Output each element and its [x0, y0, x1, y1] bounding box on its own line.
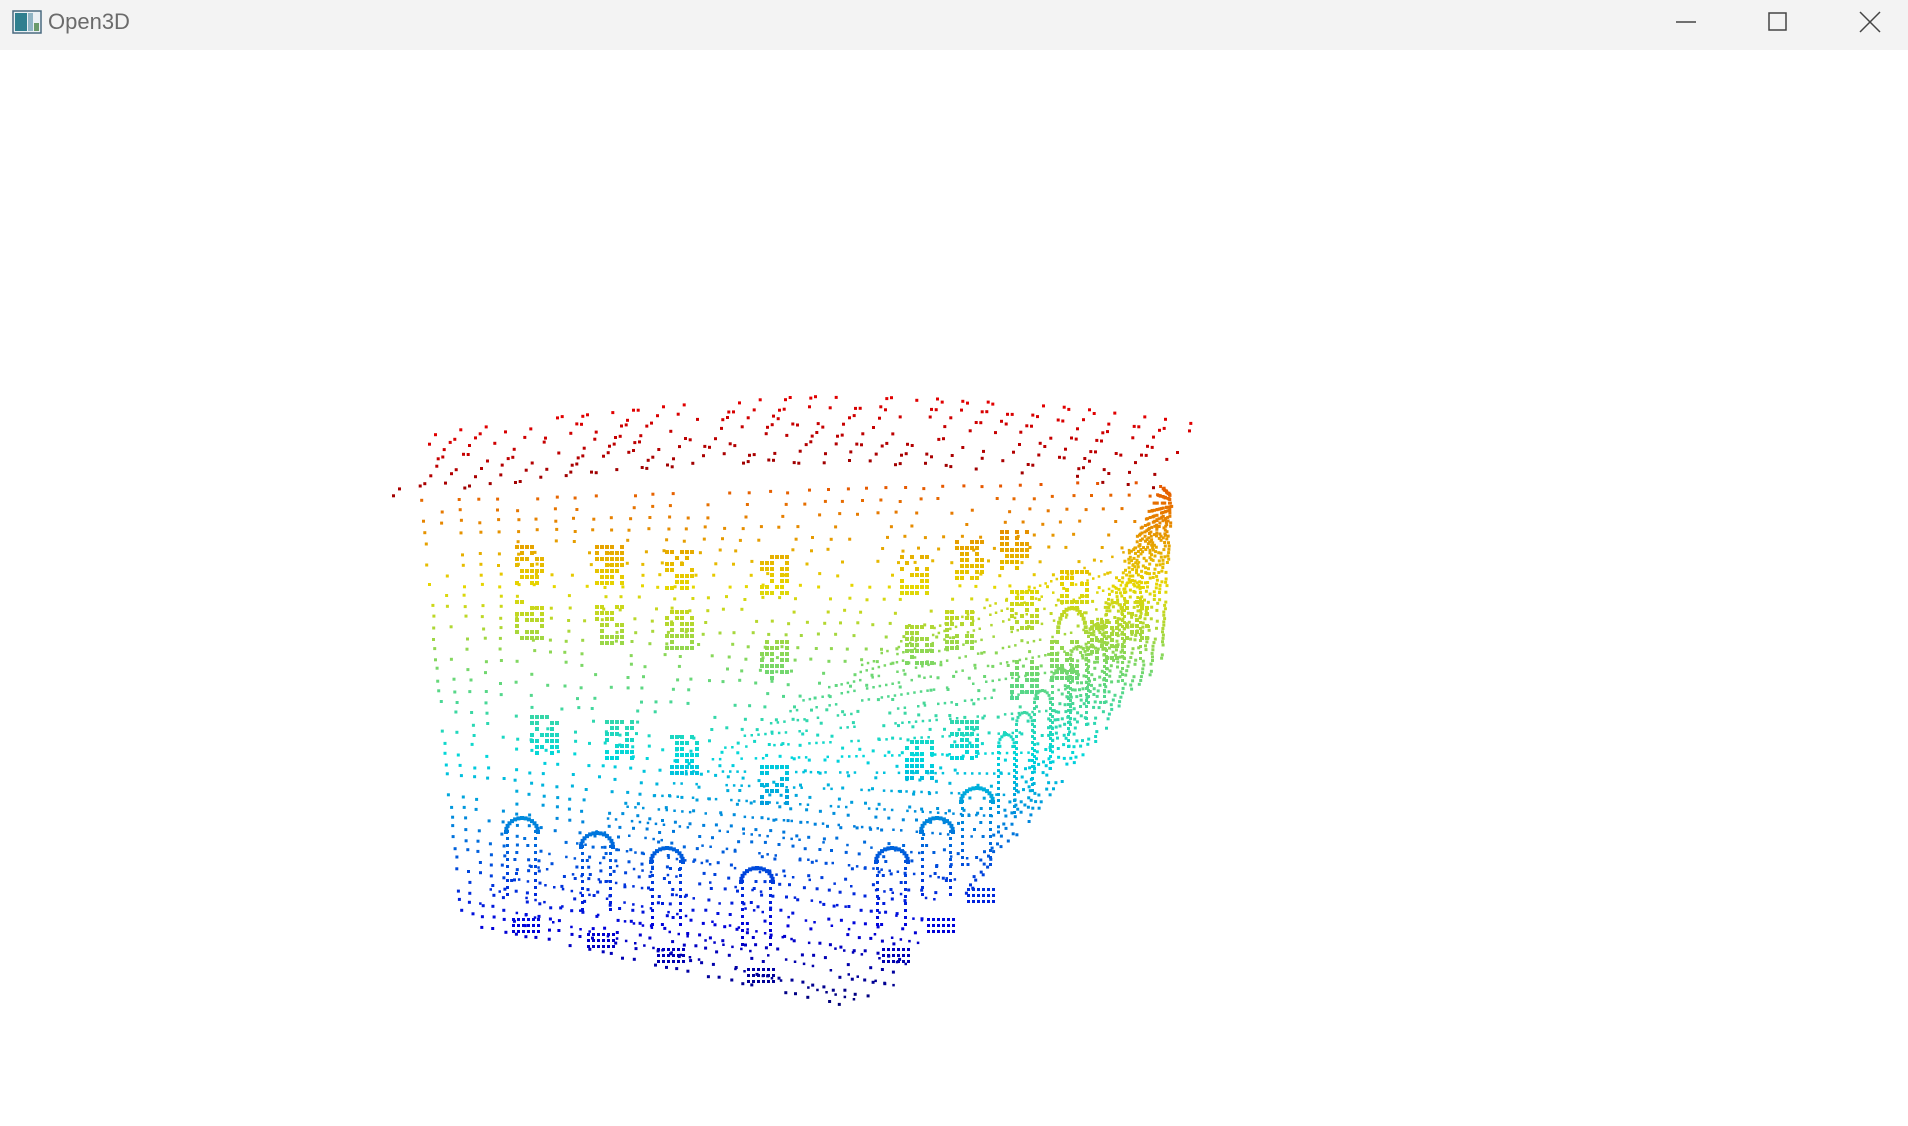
maximize-button[interactable] — [1732, 0, 1824, 44]
maximize-icon — [1768, 12, 1787, 31]
point-cloud[interactable] — [0, 50, 1908, 1126]
3d-viewport[interactable] — [0, 50, 1908, 1126]
window-title: Open3D — [48, 9, 130, 34]
minimize-button[interactable] — [1640, 0, 1732, 44]
app-icon — [12, 10, 42, 34]
close-icon — [1859, 11, 1881, 33]
minimize-icon — [1676, 21, 1696, 23]
title-bar[interactable]: Open3D — [0, 0, 1908, 50]
close-button[interactable] — [1824, 0, 1908, 44]
